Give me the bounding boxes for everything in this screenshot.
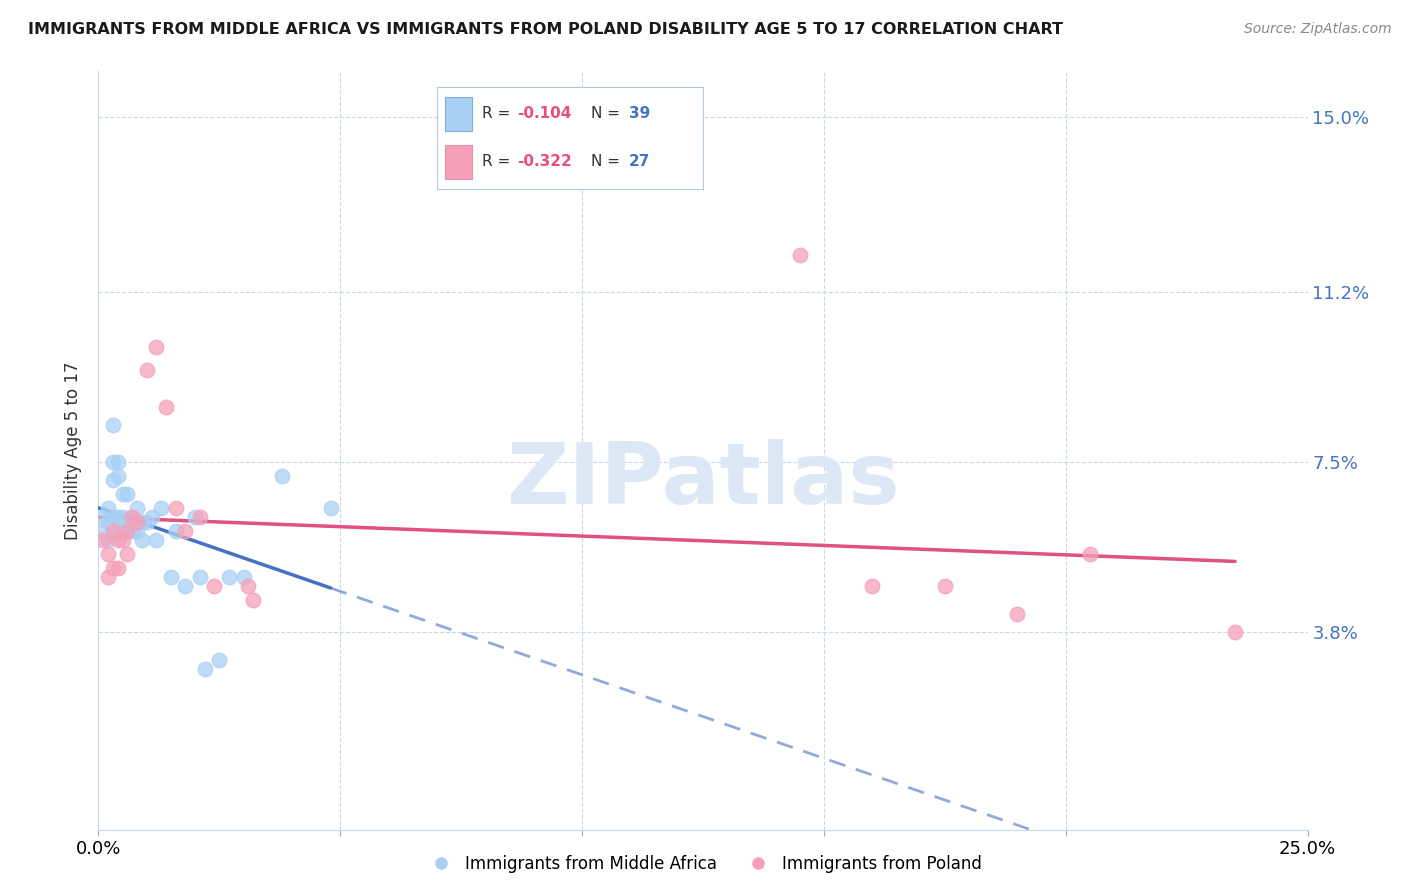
Point [184, 510, 207, 524]
Point [271, 468, 294, 483]
Point [188, 510, 211, 524]
Point [131, 515, 153, 529]
Point [101, 418, 124, 433]
Point [218, 570, 240, 584]
Point [101, 524, 124, 538]
Point [97, 570, 120, 584]
Point [860, 579, 883, 593]
Point [91, 524, 114, 538]
Point [107, 455, 129, 469]
Point [121, 524, 143, 538]
Point [107, 560, 129, 574]
Point [117, 547, 139, 561]
Point [111, 524, 134, 538]
Point [208, 652, 231, 666]
Point [107, 524, 129, 538]
Point [188, 570, 211, 584]
Point [111, 487, 134, 501]
Point [97, 515, 120, 529]
Point [165, 500, 187, 515]
Point [155, 400, 177, 414]
Point [91, 533, 114, 547]
Point [107, 533, 129, 547]
Point [1007, 607, 1029, 621]
Point [121, 510, 143, 524]
Point [150, 500, 173, 515]
Point [117, 487, 139, 501]
Point [101, 473, 124, 487]
Point [174, 579, 197, 593]
Point [107, 510, 129, 524]
Legend: Immigrants from Middle Africa, Immigrants from Poland: Immigrants from Middle Africa, Immigrant… [418, 848, 988, 880]
Point [135, 515, 157, 529]
Point [174, 524, 197, 538]
Point [127, 524, 149, 538]
Text: IMMIGRANTS FROM MIDDLE AFRICA VS IMMIGRANTS FROM POLAND DISABILITY AGE 5 TO 17 C: IMMIGRANTS FROM MIDDLE AFRICA VS IMMIGRA… [28, 22, 1063, 37]
Point [789, 248, 811, 262]
Point [242, 592, 264, 607]
Point [1223, 624, 1246, 639]
Point [145, 340, 167, 354]
Point [145, 533, 167, 547]
Point [165, 524, 187, 538]
Point [97, 547, 120, 561]
Point [101, 560, 124, 574]
Text: Source: ZipAtlas.com: Source: ZipAtlas.com [1244, 22, 1392, 37]
Point [238, 579, 260, 593]
Point [121, 510, 143, 524]
Point [135, 363, 157, 377]
Point [127, 515, 149, 529]
Point [319, 500, 342, 515]
Point [141, 510, 163, 524]
Point [97, 533, 120, 547]
Point [934, 579, 956, 593]
Point [131, 533, 153, 547]
Point [91, 510, 114, 524]
Point [111, 510, 134, 524]
Point [101, 455, 124, 469]
Point [194, 662, 217, 676]
Point [117, 524, 139, 538]
Point [127, 500, 149, 515]
Point [107, 468, 129, 483]
Point [232, 570, 254, 584]
Point [160, 570, 183, 584]
Point [111, 533, 134, 547]
Point [101, 510, 124, 524]
Point [1078, 547, 1101, 561]
Y-axis label: Disability Age 5 to 17: Disability Age 5 to 17 [65, 361, 83, 540]
Point [97, 500, 120, 515]
Text: ZIPatlas: ZIPatlas [506, 439, 900, 523]
Point [204, 579, 226, 593]
Point [117, 515, 139, 529]
